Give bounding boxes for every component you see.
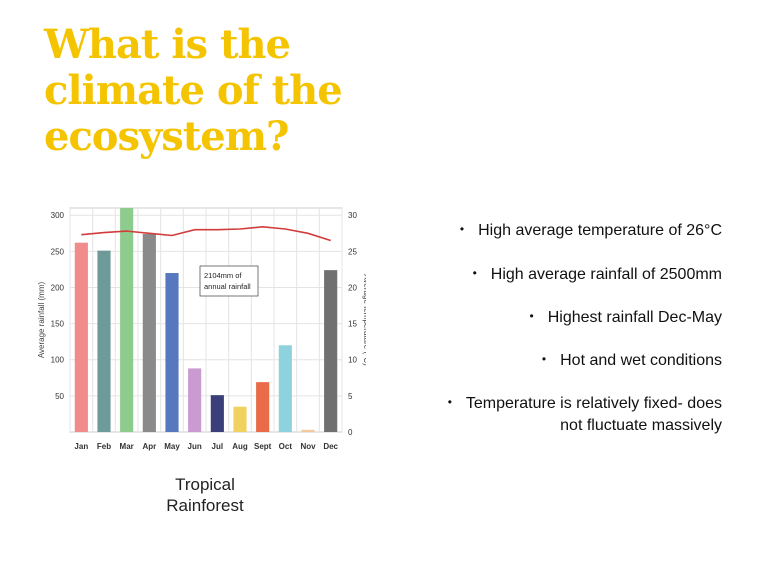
chart-caption: Tropical Rainforest: [140, 474, 270, 516]
y-tick-label: 50: [55, 392, 64, 401]
temperature-line: [81, 225, 331, 242]
y2-tick-label: 25: [348, 247, 357, 256]
y2-tick-label: 30: [348, 211, 357, 220]
bar: [74, 242, 88, 432]
y2-tick-label: 20: [348, 283, 357, 292]
y-tick-label: 250: [51, 247, 65, 256]
x-tick-label: May: [164, 442, 180, 451]
bullet-item: • Temperature is relatively fixed- does n…: [447, 395, 722, 434]
y2-axis-title: Average temperature (°C): [362, 274, 366, 366]
bullet-item: • Hot and wet conditions: [541, 352, 722, 369]
y2-tick-label: 15: [348, 320, 357, 329]
bar: [188, 368, 202, 432]
bullet-item: • High average temperature of 26°C: [459, 222, 722, 239]
y-axis-title: Average rainfall (mm): [37, 282, 46, 359]
bullet-item: • Highest rainfall Dec-May: [529, 309, 722, 326]
y2-tick-label: 5: [348, 392, 353, 401]
x-tick-label: Mar: [120, 442, 134, 451]
x-tick-label: Feb: [97, 442, 111, 451]
bar: [142, 234, 156, 432]
y-tick-label: 100: [51, 356, 65, 365]
x-tick-label: Dec: [323, 442, 338, 451]
caption-line: Rainforest: [166, 496, 244, 515]
x-tick-label: Sept: [254, 442, 272, 451]
bar: [97, 250, 111, 432]
y-tick-label: 150: [51, 320, 65, 329]
x-tick-label: Jul: [212, 442, 224, 451]
y-tick-label: 200: [51, 283, 65, 292]
caption-line: Tropical: [175, 475, 235, 494]
x-tick-label: Apr: [142, 442, 156, 451]
annotation-text: annual rainfall: [204, 282, 251, 291]
bullet-item: • High average rainfall of 2500mm: [472, 266, 722, 283]
title-line: What is the: [44, 21, 291, 68]
bar: [256, 382, 270, 432]
annotation-text: 2104mm of: [204, 271, 242, 280]
title-line: climate of the: [44, 67, 343, 114]
bar: [120, 208, 134, 432]
bar: [165, 273, 179, 432]
bar: [233, 406, 247, 432]
y2-tick-label: 10: [348, 356, 357, 365]
x-tick-label: Nov: [300, 442, 316, 451]
bar: [324, 270, 338, 432]
climate-chart: 50 100 150 200 250 300 0 5 10 15 20 25 30 Jan Feb Mar Ap…: [37, 207, 366, 451]
page-title: What is the climate of the ecosystem?: [44, 22, 404, 160]
y-tick-label: 300: [51, 211, 65, 220]
bar: [278, 345, 292, 432]
y2-tick-label: 0: [348, 428, 353, 437]
title-line: ecosystem?: [44, 113, 289, 160]
x-tick-label: Oct: [279, 442, 293, 451]
bar: [301, 429, 315, 432]
annotation-box: [199, 265, 259, 297]
x-tick-label: Jan: [74, 442, 88, 451]
x-tick-label: Aug: [232, 442, 248, 451]
x-tick-label: Jun: [188, 442, 202, 451]
bar: [210, 395, 224, 432]
